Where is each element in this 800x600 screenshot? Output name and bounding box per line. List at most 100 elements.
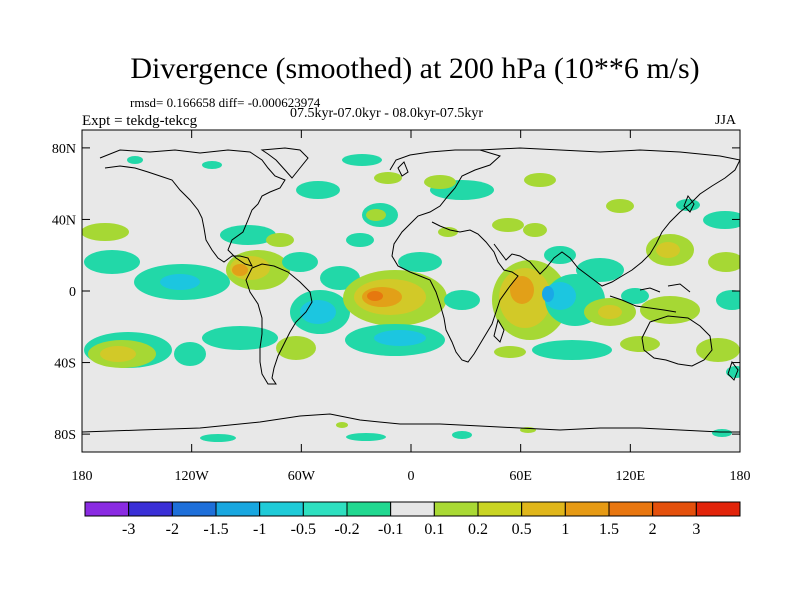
field-blob — [266, 233, 294, 247]
colorbar-swatches — [84, 501, 741, 517]
japan-coast — [683, 194, 695, 213]
colorbar-label: 0.5 — [512, 521, 532, 538]
field-blob — [232, 264, 248, 276]
lat-label: 80S — [54, 428, 76, 443]
lon-label: 120W — [175, 469, 210, 484]
field-blob — [346, 433, 386, 441]
lat-tick-80s: 80S — [54, 428, 740, 443]
colorbar-swatch — [521, 501, 566, 517]
chart-title: Divergence (smoothed) at 200 hPa (10**6 … — [130, 52, 700, 85]
field-blob — [696, 338, 740, 362]
colorbar-swatch — [259, 501, 304, 517]
indonesia-coast — [609, 283, 691, 313]
latitude-axis: 80N 40N 0 40S 80S — [52, 142, 740, 443]
field-blob — [300, 300, 336, 324]
antarctica-coast — [82, 413, 740, 433]
north-america-coast — [99, 149, 286, 267]
lat-label: 40N — [52, 213, 76, 228]
lon-label: 180 — [730, 469, 751, 484]
longitude-axis: 180 120W 60W 0 60E 120E — [72, 130, 751, 484]
field-blob — [342, 154, 382, 166]
field-blob — [374, 330, 426, 346]
field-blob — [282, 252, 318, 272]
field-blob — [544, 246, 576, 264]
lon-label: 0 — [408, 469, 415, 484]
field-blob — [598, 305, 622, 319]
experiment-label: Expt = tekdg-tekcg — [82, 113, 198, 129]
lon-tick-60w: 60W — [288, 130, 316, 484]
lon-label: 120E — [616, 469, 646, 484]
colorbar-swatch — [215, 501, 261, 517]
field-blob — [296, 181, 340, 199]
field-blob — [220, 225, 276, 245]
colorbar-label: -2 — [166, 521, 179, 538]
lat-tick-40n: 40N — [52, 213, 740, 228]
colorbar-label: 2 — [649, 521, 657, 538]
field-blob — [424, 175, 456, 189]
field-blob — [174, 342, 206, 366]
lat-label: 0 — [69, 285, 76, 300]
field-blob — [640, 296, 700, 324]
field-blob — [127, 156, 143, 164]
field-blob — [621, 288, 649, 304]
colorbar-label: -3 — [122, 521, 135, 538]
coastlines — [82, 147, 740, 433]
colorbar-swatch — [302, 501, 348, 517]
field-blob — [510, 276, 534, 304]
field-blob — [202, 326, 278, 350]
lat-label: 80N — [52, 142, 76, 157]
lat-tick-40s: 40S — [54, 357, 740, 372]
colorbar-swatch — [390, 501, 435, 517]
colorbar-swatch — [652, 501, 697, 517]
field-blob — [336, 422, 348, 428]
divergence-field — [82, 154, 740, 442]
lon-tick-60e: 60E — [509, 130, 532, 484]
field-blob — [703, 211, 740, 229]
lon-tick-180w: 180 — [72, 130, 93, 484]
colorbar-swatch — [564, 501, 610, 517]
south-america-coast — [245, 263, 313, 385]
field-blob — [367, 291, 383, 301]
lon-tick-120w: 120W — [175, 130, 210, 484]
field-blob — [100, 346, 136, 362]
field-blob — [542, 286, 554, 302]
new-zealand-coast — [727, 360, 739, 381]
colorbar-label: 0.2 — [468, 521, 488, 538]
field-blob — [366, 209, 386, 221]
season-label: JJA — [715, 113, 737, 128]
colorbar-swatch — [695, 501, 741, 517]
field-blob — [398, 252, 442, 272]
colorbar-label: -0.5 — [291, 521, 316, 538]
field-blob — [200, 434, 236, 442]
field-blob — [494, 346, 526, 358]
field-blob — [346, 233, 374, 247]
colorbar: -3 -2 -1.5 -1 -0.5 -0.2 -0.1 0.1 0.2 0.5 1 1.5 2 3 — [84, 501, 741, 538]
field-blob — [524, 173, 556, 187]
colorbar-label: -1 — [253, 521, 266, 538]
colorbar-swatch — [477, 501, 523, 517]
colorbar-label: 0.1 — [424, 521, 444, 538]
colorbar-swatch — [171, 501, 217, 517]
colorbar-label: -0.2 — [334, 521, 359, 538]
europe-africa-coast — [389, 149, 519, 363]
lon-label: 180 — [72, 469, 93, 484]
colorbar-label: -1.5 — [203, 521, 228, 538]
field-blob — [84, 250, 140, 274]
field-blob — [160, 274, 200, 290]
stats-line: rmsd= 0.166658 diff= -0.000623974 — [130, 95, 321, 110]
lat-tick-80n: 80N — [52, 142, 740, 157]
field-blob — [712, 429, 732, 437]
field-blob — [276, 336, 316, 360]
lat-tick-0: 0 — [69, 285, 740, 300]
colorbar-label: 1 — [561, 521, 569, 538]
madagascar-coast — [493, 318, 505, 343]
field-blob — [438, 227, 458, 237]
lon-tick-120e: 120E — [616, 130, 646, 484]
field-blob — [82, 223, 129, 241]
field-blob — [620, 336, 660, 352]
greenland-coast — [260, 147, 309, 179]
lon-tick-180e: 180 — [730, 130, 751, 484]
field-blob — [444, 290, 480, 310]
colorbar-swatch — [608, 501, 654, 517]
